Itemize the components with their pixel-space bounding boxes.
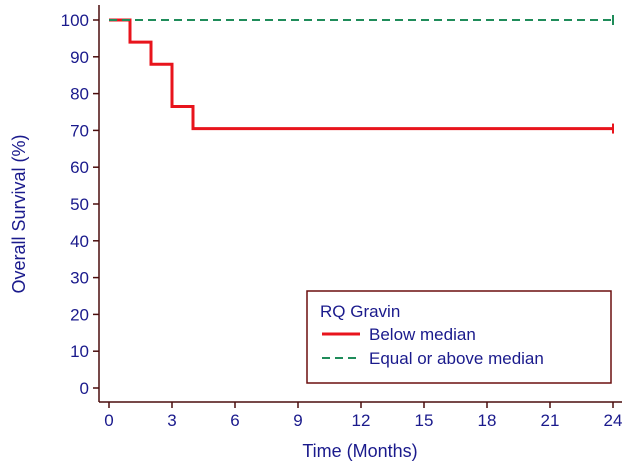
x-axis-label: Time (Months)	[302, 441, 417, 461]
x-tick-label: 3	[167, 411, 176, 430]
x-tick-label: 12	[352, 411, 371, 430]
y-tick-label: 20	[70, 305, 89, 324]
y-tick-label: 10	[70, 342, 89, 361]
y-tick-label: 40	[70, 232, 89, 251]
y-tick-label: 60	[70, 158, 89, 177]
y-tick-label: 50	[70, 195, 89, 214]
x-tick-label: 15	[415, 411, 434, 430]
y-axis-label: Overall Survival (%)	[9, 134, 29, 293]
x-tick-label: 6	[230, 411, 239, 430]
y-axis-ticks: 0 10 20 30 40 50 60 70 80 90 100	[61, 11, 99, 398]
y-tick-label: 100	[61, 11, 89, 30]
series-line-below-median	[109, 18, 613, 131]
x-tick-label: 0	[104, 411, 113, 430]
legend-box	[306, 290, 612, 384]
y-tick-label: 80	[70, 85, 89, 104]
x-tick-label: 18	[478, 411, 497, 430]
x-tick-label: 24	[604, 411, 623, 430]
legend-entry-label: Below median	[369, 325, 476, 344]
legend-title: RQ Gravin	[320, 302, 400, 321]
y-tick-label: 90	[70, 48, 89, 67]
x-tick-label: 9	[293, 411, 302, 430]
legend-entry-label: Equal or above median	[369, 349, 544, 368]
x-axis-ticks: 0 3 6 9 12 15 18 21 24	[104, 402, 622, 430]
series-lines	[109, 15, 614, 134]
y-tick-label: 0	[80, 379, 89, 398]
y-tick-label: 30	[70, 269, 89, 288]
x-tick-label: 21	[541, 411, 560, 430]
y-tick-label: 70	[70, 121, 89, 140]
legend: RQ Gravin Below median Equal or above med…	[306, 290, 612, 384]
